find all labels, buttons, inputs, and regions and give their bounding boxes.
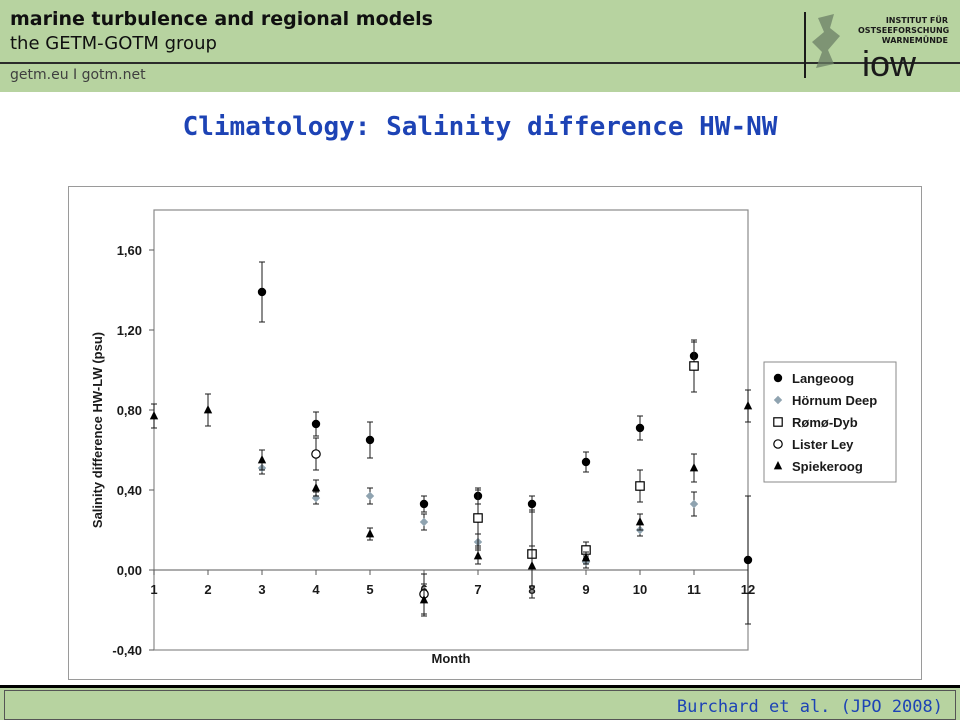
x-axis-label: Month [432,651,471,666]
header-divider [0,62,960,64]
langeoog-point [419,499,429,509]
y-tick-label: 0,00 [117,563,142,578]
iow-logo: iow INSTITUT FÜR OSTSEEFORSCHUNG WARNEMÜ… [800,6,950,84]
x-tick-label: 3 [258,582,265,597]
langeoog-point [743,555,753,565]
x-tick-label: 5 [366,582,373,597]
spiekeroog-point [311,483,321,492]
footer-banner: Burchard et al. (JPO 2008) [0,685,960,720]
legend-marker-spiekeroog [773,461,783,470]
h-rnum-deep-point [311,493,321,503]
page-title: Climatology: Salinity difference HW-NW [182,112,778,142]
iow-logo-graphic: iow [804,12,917,84]
y-axis-label: Salinity difference HW-LW (psu) [90,332,105,528]
r-m-dyb-point [635,481,645,491]
r-m-dyb-point [689,361,699,371]
x-tick-label: 1 [150,582,157,597]
legend-label-r-m-dyb: Rømø-Dyb [792,415,858,430]
langeoog-point [365,435,375,445]
spiekeroog-point [365,529,375,538]
langeoog-point [581,457,591,467]
spiekeroog-point [473,551,483,560]
logo-line-1: INSTITUT FÜR [885,16,948,25]
h-rnum-deep-point [365,491,375,501]
langeoog-point [257,287,267,297]
legend-marker-lister-ley [773,439,783,449]
x-tick-label: 2 [204,582,211,597]
header-subtitle: the GETM-GOTM group [10,33,217,54]
spiekeroog-point [689,463,699,472]
salinity-chart: 123456789101112-0,400,000,400,801,201,60… [90,209,897,666]
spiekeroog-point [257,455,267,464]
r-m-dyb-point [473,513,483,523]
x-tick-label: 11 [687,582,701,597]
langeoog-point [635,423,645,433]
h-rnum-deep-point [689,499,699,509]
header-banner: marine turbulence and regional models th… [0,0,960,92]
spiekeroog-point [419,595,429,604]
spiekeroog-point [581,553,591,562]
legend-box [763,361,897,483]
legend-marker-h-rnum-deep [773,395,783,405]
spiekeroog-point [203,405,213,414]
legend-label-lister-ley: Lister Ley [792,437,854,452]
x-tick-label: 9 [582,582,589,597]
logo-text: iow [862,43,917,82]
header-title: marine turbulence and regional models [10,8,433,30]
x-tick-label: 4 [312,582,320,597]
x-tick-label: 7 [474,582,481,597]
h-rnum-deep-point [419,517,429,527]
logo-line-3: WARNEMÜNDE [881,36,948,45]
y-tick-label: 0,80 [117,403,142,418]
logo-line-2: OSTSEEFORSCHUNG [858,26,950,35]
spiekeroog-point [635,517,645,526]
footer-box: Burchard et al. (JPO 2008) [4,690,956,720]
legend-label-spiekeroog: Spiekeroog [792,459,863,474]
lister-ley-point [311,449,321,459]
spiekeroog-point [743,401,753,410]
plot-area-border [153,209,749,651]
citation: Burchard et al. (JPO 2008) [676,697,943,717]
legend-label-langeoog: Langeoog [792,371,854,386]
header-links[interactable]: getm.eu I gotm.net [10,67,146,83]
plot-layer: 123456789101112-0,400,000,400,801,201,60 [112,209,755,658]
legend-marker-r-m-dyb [773,417,783,427]
y-tick-label: 0,40 [117,483,142,498]
legend-marker-langeoog [773,373,783,383]
spiekeroog-point [527,561,537,570]
y-tick-label: 1,60 [117,243,142,258]
y-tick-label: -0,40 [112,643,142,658]
langeoog-point [311,419,321,429]
x-tick-label: 10 [633,582,647,597]
y-tick-label: 1,20 [117,323,142,338]
chart-legend: Langeoog Hörnum Deep Rømø-Dyb Lister Ley Spi… [763,361,897,483]
legend-label-h-rnum-deep: Hörnum Deep [792,393,877,408]
langeoog-point [527,499,537,509]
spiekeroog-point [149,411,159,420]
